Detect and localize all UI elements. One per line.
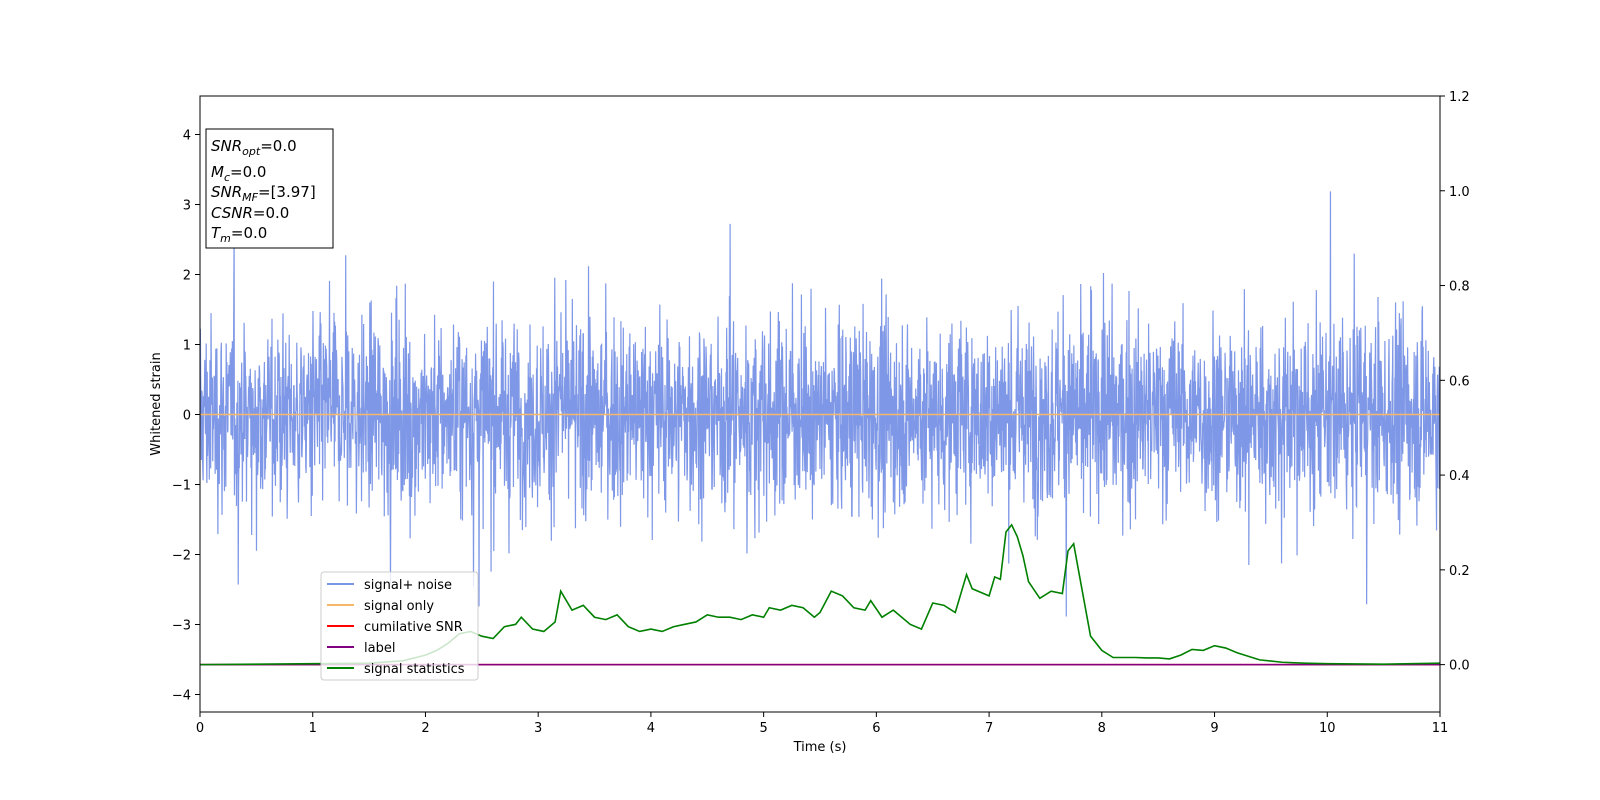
info-snr-mf: SNRMF=[3.97] <box>211 183 316 204</box>
legend-label-cumulative-snr: cumilative SNR <box>364 620 463 635</box>
y2-tick-label: 0.2 <box>1449 564 1470 579</box>
legend-frame <box>320 571 479 681</box>
legend: signal+ noise signal only cumilative SNR… <box>320 571 479 681</box>
x-tick-label: 2 <box>421 721 429 736</box>
x-axis: 0 1 2 3 4 5 6 7 8 9 10 11 <box>196 712 1448 736</box>
y2-tick-label: 1.0 <box>1449 185 1470 200</box>
y2-tick-label: 0.4 <box>1449 469 1470 484</box>
x-tick-label: 10 <box>1319 721 1336 736</box>
x-tick-label: 0 <box>196 721 204 736</box>
legend-label-label: label <box>364 641 395 656</box>
y-axis-label: Whitened strain <box>149 352 164 455</box>
x-tick-label: 5 <box>759 721 767 736</box>
legend-label-signal-statistics: signal statistics <box>364 662 465 677</box>
series-signal-noise <box>200 191 1440 617</box>
y2-tick-label: 0.8 <box>1449 280 1470 295</box>
x-tick-label: 7 <box>985 721 993 736</box>
y2-tick-label: 1.2 <box>1449 90 1470 105</box>
x-tick-label: 9 <box>1210 721 1218 736</box>
x-tick-label: 11 <box>1432 721 1449 736</box>
legend-label-signal-noise: signal+ noise <box>364 578 452 593</box>
info-snr-opt: SNRopt=0.0 <box>211 137 297 158</box>
y-tick-label: −4 <box>172 689 191 704</box>
series-signal-statistics <box>200 523 1440 666</box>
info-box-frame <box>205 128 334 249</box>
x-tick-label: 6 <box>872 721 880 736</box>
info-csnr: CSNR=0.0 <box>211 204 289 222</box>
y-tick-label: 4 <box>183 129 191 144</box>
info-mc: Mc=0.0 <box>211 163 266 184</box>
legend-label-signal-only: signal only <box>364 599 434 614</box>
y-tick-label: −1 <box>172 479 191 494</box>
y-axis-right: 0.0 0.2 0.4 0.6 0.8 1.0 1.2 <box>1440 90 1470 674</box>
plot-frame <box>199 95 1441 713</box>
x-axis-label: Time (s) <box>793 740 847 755</box>
y-tick-label: 0 <box>183 409 191 424</box>
y-tick-label: −2 <box>172 549 191 564</box>
noise-series-layer <box>200 191 1440 617</box>
y2-tick-label: 0.0 <box>1449 659 1470 674</box>
info-tm: Tm=0.0 <box>211 224 267 245</box>
y2-tick-label: 0.6 <box>1449 374 1470 389</box>
x-tick-label: 1 <box>309 721 317 736</box>
info-box: SNRopt=0.0 Mc=0.0 SNRMF=[3.97] CSNR=0.0 … <box>205 128 334 249</box>
y-tick-label: 2 <box>183 269 191 284</box>
y-tick-label: −3 <box>172 619 191 634</box>
y-tick-label: 1 <box>183 339 191 354</box>
x-tick-label: 4 <box>647 721 655 736</box>
y-tick-label: 3 <box>183 199 191 214</box>
x-tick-label: 8 <box>1098 721 1106 736</box>
y-axis-left: −4 −3 −2 −1 0 1 2 3 4 <box>172 129 200 704</box>
x-tick-label: 3 <box>534 721 542 736</box>
